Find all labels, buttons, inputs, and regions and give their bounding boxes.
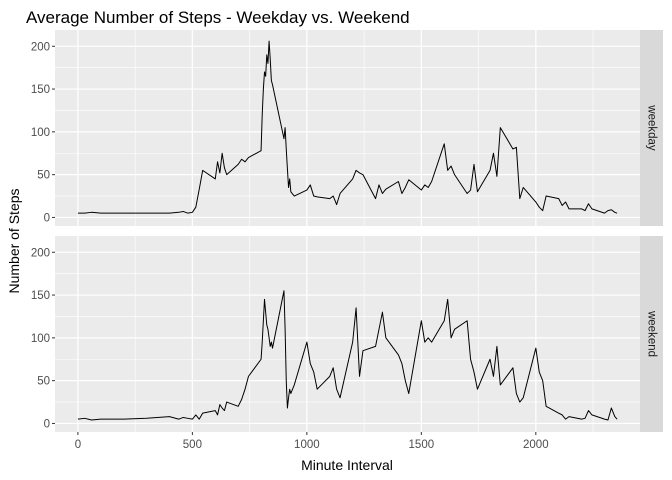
facet-strip: [640, 30, 663, 226]
x-axis-title: Minute Interval: [301, 457, 393, 473]
x-tick-label: 1500: [409, 439, 435, 451]
y-tick-label: 100: [31, 127, 50, 139]
x-tick-label: 2000: [523, 439, 549, 451]
facet-panel-weekday: 0 50 100 150 200 weekday: [31, 30, 663, 226]
chart-title: Average Number of Steps - Weekday vs. We…: [26, 8, 410, 27]
y-tick-label: 200: [31, 247, 50, 259]
y-tick-label: 50: [37, 170, 50, 182]
x-tick-label: 500: [183, 439, 202, 451]
x-tick-label: 0: [75, 439, 81, 451]
facet-strip-label: weekend: [645, 310, 657, 357]
y-tick-label: 100: [31, 333, 50, 345]
y-tick-label: 0: [44, 418, 50, 430]
y-tick-label: 50: [37, 376, 50, 388]
y-tick-label: 200: [31, 41, 50, 53]
panel-background: [55, 236, 640, 432]
facet-panels: 0 50 100 150 200 weekday 0 50 100 150 200 weekend 0 5…: [31, 30, 663, 451]
x-tick-label: 1000: [294, 439, 320, 451]
facet-strip-label: weekday: [645, 104, 657, 151]
series-line-weekend: [77, 290, 618, 421]
y-axis-title: Number of Steps: [6, 188, 22, 293]
y-tick-label: 0: [44, 212, 50, 224]
panel-background: [55, 30, 640, 226]
series-line-weekday: [77, 40, 618, 214]
facet-panel-weekend: 0 50 100 150 200 weekend 0 500 1000 1500 2000: [31, 236, 663, 451]
facet-strip: [640, 236, 663, 432]
y-tick-label: 150: [31, 84, 50, 96]
y-tick-label: 150: [31, 290, 50, 302]
